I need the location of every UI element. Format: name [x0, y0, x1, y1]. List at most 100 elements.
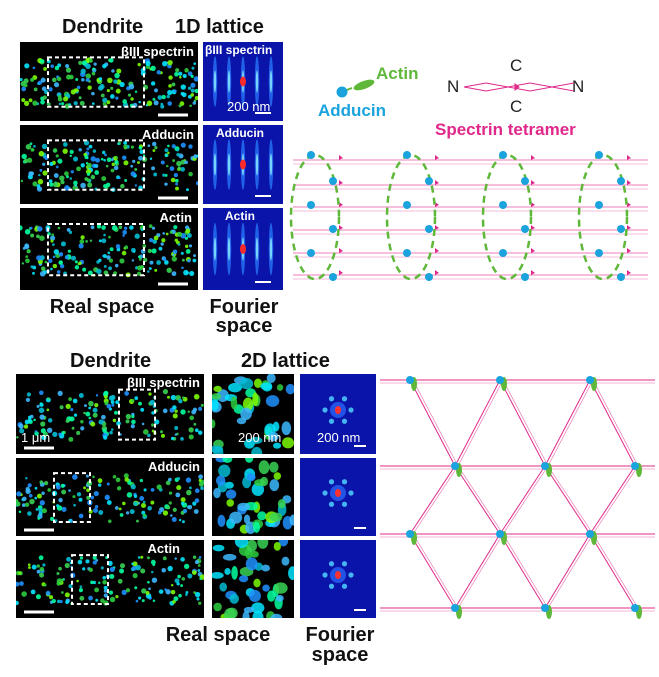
bottom-footer-fourier: Fourier: [305, 624, 375, 646]
fft-pattern: [212, 222, 274, 276]
microscopy-texture: [213, 458, 294, 534]
adducin-node: [496, 530, 504, 538]
adducin-node: [631, 462, 639, 470]
roi-box: [47, 56, 145, 108]
top-fourier-actin: Actin: [203, 208, 283, 290]
bottom-fourier-adducin: [300, 458, 376, 536]
adducin-node: [499, 201, 507, 209]
adducin-node: [403, 151, 411, 159]
adducin-node: [451, 604, 459, 612]
adducin-node: [499, 151, 507, 159]
bottom-footer-real-space: Real space: [165, 624, 271, 646]
top-fourier-spectrin: βIII spectrin 200 nm: [203, 42, 283, 121]
adducin-node: [425, 225, 433, 233]
microscopy-texture: [212, 540, 294, 618]
legend-n-left: N: [447, 77, 460, 96]
adducin-node: [307, 249, 315, 257]
adducin-node: [586, 376, 594, 384]
fft-pattern: [322, 561, 354, 589]
bottom-header-2d-lattice: 2D lattice: [241, 350, 330, 372]
fft-pattern: [212, 56, 274, 107]
top-micro-actin: Actin: [20, 208, 198, 290]
adducin-node: [329, 225, 337, 233]
adducin-node: [521, 225, 529, 233]
legend-actin-icon: [343, 79, 375, 92]
legend-spectrin-icon: [463, 82, 575, 92]
roi-box: [47, 139, 145, 191]
top-micro-spectrin: βIII spectrin: [20, 42, 198, 121]
adducin-node: [541, 462, 549, 470]
adducin-node: [499, 249, 507, 257]
microscopy-texture: [16, 555, 204, 606]
legend-c-top: C: [510, 56, 523, 75]
cylinder-spectrin-strands: [293, 155, 648, 280]
roi-box: [71, 554, 109, 605]
bottom-fourier-spectrin: 200 nm: [300, 374, 376, 454]
top-fourier-adducin: Adducin: [203, 125, 283, 204]
adducin-node: [595, 151, 603, 159]
adducin-node: [541, 604, 549, 612]
fft-pattern: [322, 479, 354, 507]
bottom-zoom-adducin: [212, 458, 294, 536]
adducin-node: [617, 273, 625, 281]
cylinder-lattice-diagram: [289, 151, 648, 281]
bottom-micro-adducin-label: Adducin: [148, 459, 200, 474]
adducin-node: [595, 249, 603, 257]
top-fourier-adducin-label: Adducin: [216, 126, 264, 140]
bottom-zoom-spectrin: 200 nm: [212, 374, 294, 454]
adducin-node: [307, 201, 315, 209]
adducin-node: [329, 273, 337, 281]
spectrin-strands: [380, 379, 655, 612]
adducin-node: [329, 177, 337, 185]
adducin-node: [406, 530, 414, 538]
legend-n-right: N: [572, 77, 585, 96]
microscopy-texture: [20, 57, 198, 109]
adducin-node: [403, 249, 411, 257]
actin-ring: [481, 153, 533, 281]
bottom-micro-actin: Actin: [16, 540, 204, 618]
top-header-dendrite: Dendrite: [62, 16, 144, 38]
adducin-node: [307, 151, 315, 159]
top-micro-spectrin-label: βIII spectrin: [121, 44, 194, 59]
bottom-micro-adducin: Adducin: [16, 458, 204, 536]
top-footer-space: space: [215, 315, 273, 337]
adducin-node: [496, 376, 504, 384]
actin-ring: [577, 153, 629, 281]
microscopy-texture: [20, 224, 197, 278]
bottom-fourier-actin: [300, 540, 376, 618]
top-footer-real-space: Real space: [49, 296, 155, 318]
actin-ring: [385, 153, 437, 281]
top-header-1d-lattice: 1D lattice: [175, 16, 264, 38]
triangular-lattice-diagram: [380, 376, 655, 619]
top-micro-adducin-label: Adducin: [142, 127, 194, 142]
top-micro-adducin: Adducin: [20, 125, 198, 204]
adducin-node: [425, 273, 433, 281]
top-footer-fourier: Fourier: [209, 296, 279, 318]
adducin-node: [425, 177, 433, 185]
adducin-node: [617, 177, 625, 185]
legend-c-bottom: C: [510, 97, 523, 116]
bottom-zoom-scale: 200 nm: [238, 430, 282, 445]
adducin-node: [451, 462, 459, 470]
adducin-node: [406, 376, 414, 384]
adducin-node: [586, 530, 594, 538]
adducin-node: [595, 201, 603, 209]
adducin-node: [521, 177, 529, 185]
legend-actin-label: Actin: [376, 64, 419, 83]
legend-spectrin-label: Spectrin tetramer: [435, 120, 576, 139]
bottom-micro-spectrin: βIII spectrin 1 μm: [16, 374, 204, 454]
microscopy-texture: [16, 473, 204, 524]
bottom-micro-spectrin-label: βIII spectrin: [127, 375, 200, 390]
roi-box: [47, 223, 145, 277]
roi-box: [53, 472, 91, 523]
bottom-header-dendrite: Dendrite: [70, 350, 152, 372]
top-fourier-actin-label: Actin: [225, 209, 255, 223]
microscopy-texture: [16, 389, 204, 442]
bottom-fourier-scale: 200 nm: [317, 430, 361, 445]
bottom-scale-1um: 1 μm: [21, 430, 51, 445]
top-fourier-spectrin-label: βIII spectrin: [205, 43, 273, 57]
legend-icons: [336, 79, 575, 98]
adducin-node: [617, 225, 625, 233]
adducin-node: [521, 273, 529, 281]
fft-pattern: [212, 139, 274, 190]
